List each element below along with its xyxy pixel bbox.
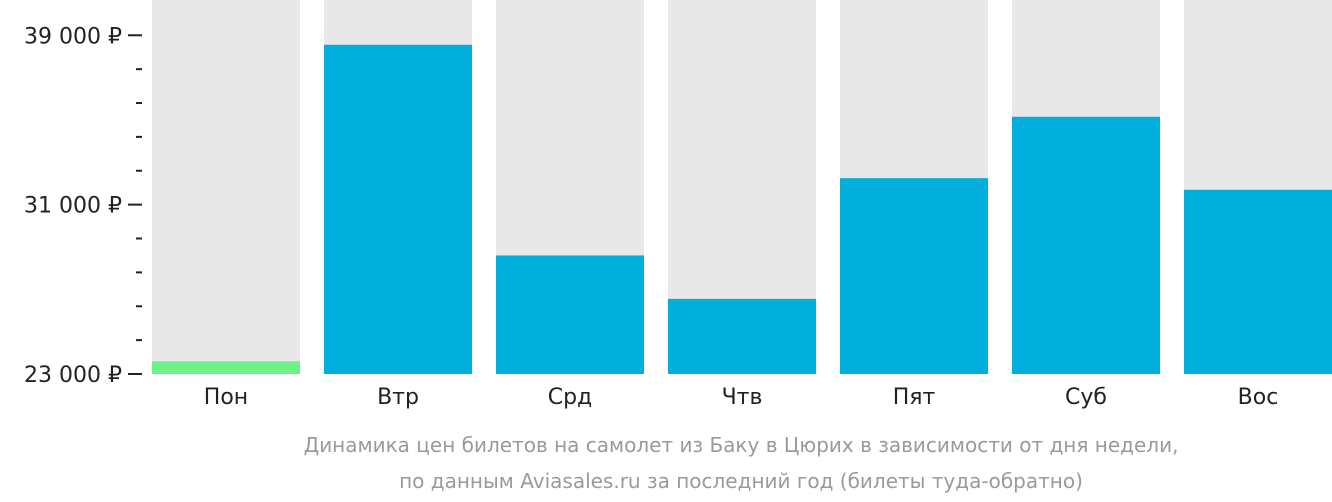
x-tick-label-5: Суб [1065, 385, 1107, 410]
x-axis: Пон Втр Срд Чтв Пят Суб Вос [204, 385, 1279, 410]
x-tick-label-0: Пон [204, 385, 248, 410]
x-tick-label-2: Срд [548, 385, 593, 410]
y-tick-label-2: 39 000 ₽ [24, 24, 122, 49]
y-tick-label-0: 23 000 ₽ [24, 363, 122, 388]
bar-0[interactable] [152, 361, 300, 374]
bar-2[interactable] [496, 255, 644, 374]
x-tick-label-1: Втр [377, 385, 419, 410]
bar-3[interactable] [668, 298, 816, 374]
bar-6[interactable] [1184, 189, 1332, 374]
x-tick-label-6: Вос [1238, 385, 1279, 410]
bar-4[interactable] [840, 178, 988, 374]
x-tick-label-3: Чтв [722, 385, 763, 410]
y-axis: 23 000 ₽ 31 000 ₽ 39 000 ₽ [24, 24, 142, 388]
bars [152, 44, 1332, 375]
caption-line-1: Динамика цен билетов на самолет из Баку … [304, 433, 1179, 457]
x-tick-label-4: Пят [893, 385, 936, 410]
y-tick-label-1: 31 000 ₽ [24, 194, 122, 219]
chart-caption: Динамика цен билетов на самолет из Баку … [304, 433, 1179, 493]
caption-line-2: по данным Aviasales.ru за последний год … [399, 469, 1083, 493]
bar-1[interactable] [324, 44, 472, 375]
bar-5[interactable] [1012, 116, 1160, 375]
bar-track-0 [152, 0, 300, 374]
